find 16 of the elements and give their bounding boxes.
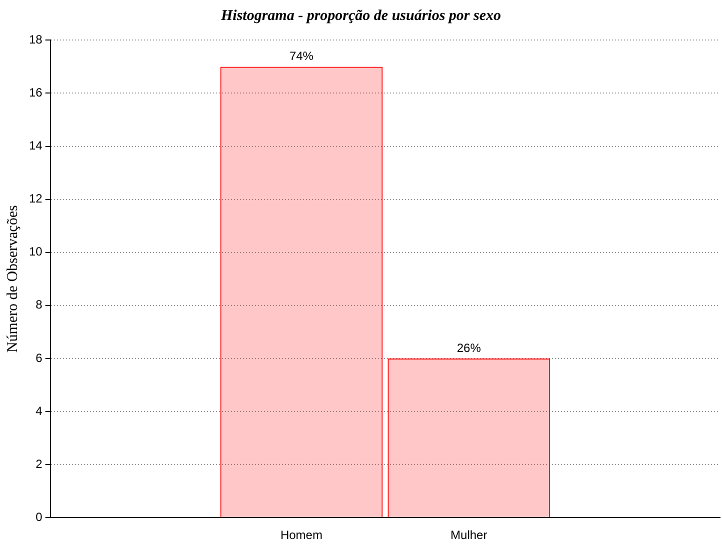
chart-title: Histograma - proporção de usuários por sexo (220, 8, 502, 25)
x-tick-label: Mulher (450, 528, 488, 542)
y-tick-label: 2 (36, 456, 43, 471)
y-tick-label: 6 (36, 350, 43, 365)
y-tick-label: 18 (28, 32, 43, 47)
x-tick-label: Homem (280, 528, 322, 542)
y-tick-label: 0 (36, 510, 43, 524)
y-tick-label: 12 (28, 192, 43, 206)
y-tick-label: 8 (36, 298, 43, 312)
annotation: 26% (456, 340, 482, 355)
annotation: 74% (289, 49, 314, 64)
y-tick-label: 14 (28, 138, 43, 153)
y-tick-label: 10 (28, 244, 43, 259)
y-tick-label: 4 (36, 404, 43, 418)
y-tick-label: 16 (28, 86, 43, 100)
y-axis-title: Número de Observações (4, 205, 21, 353)
